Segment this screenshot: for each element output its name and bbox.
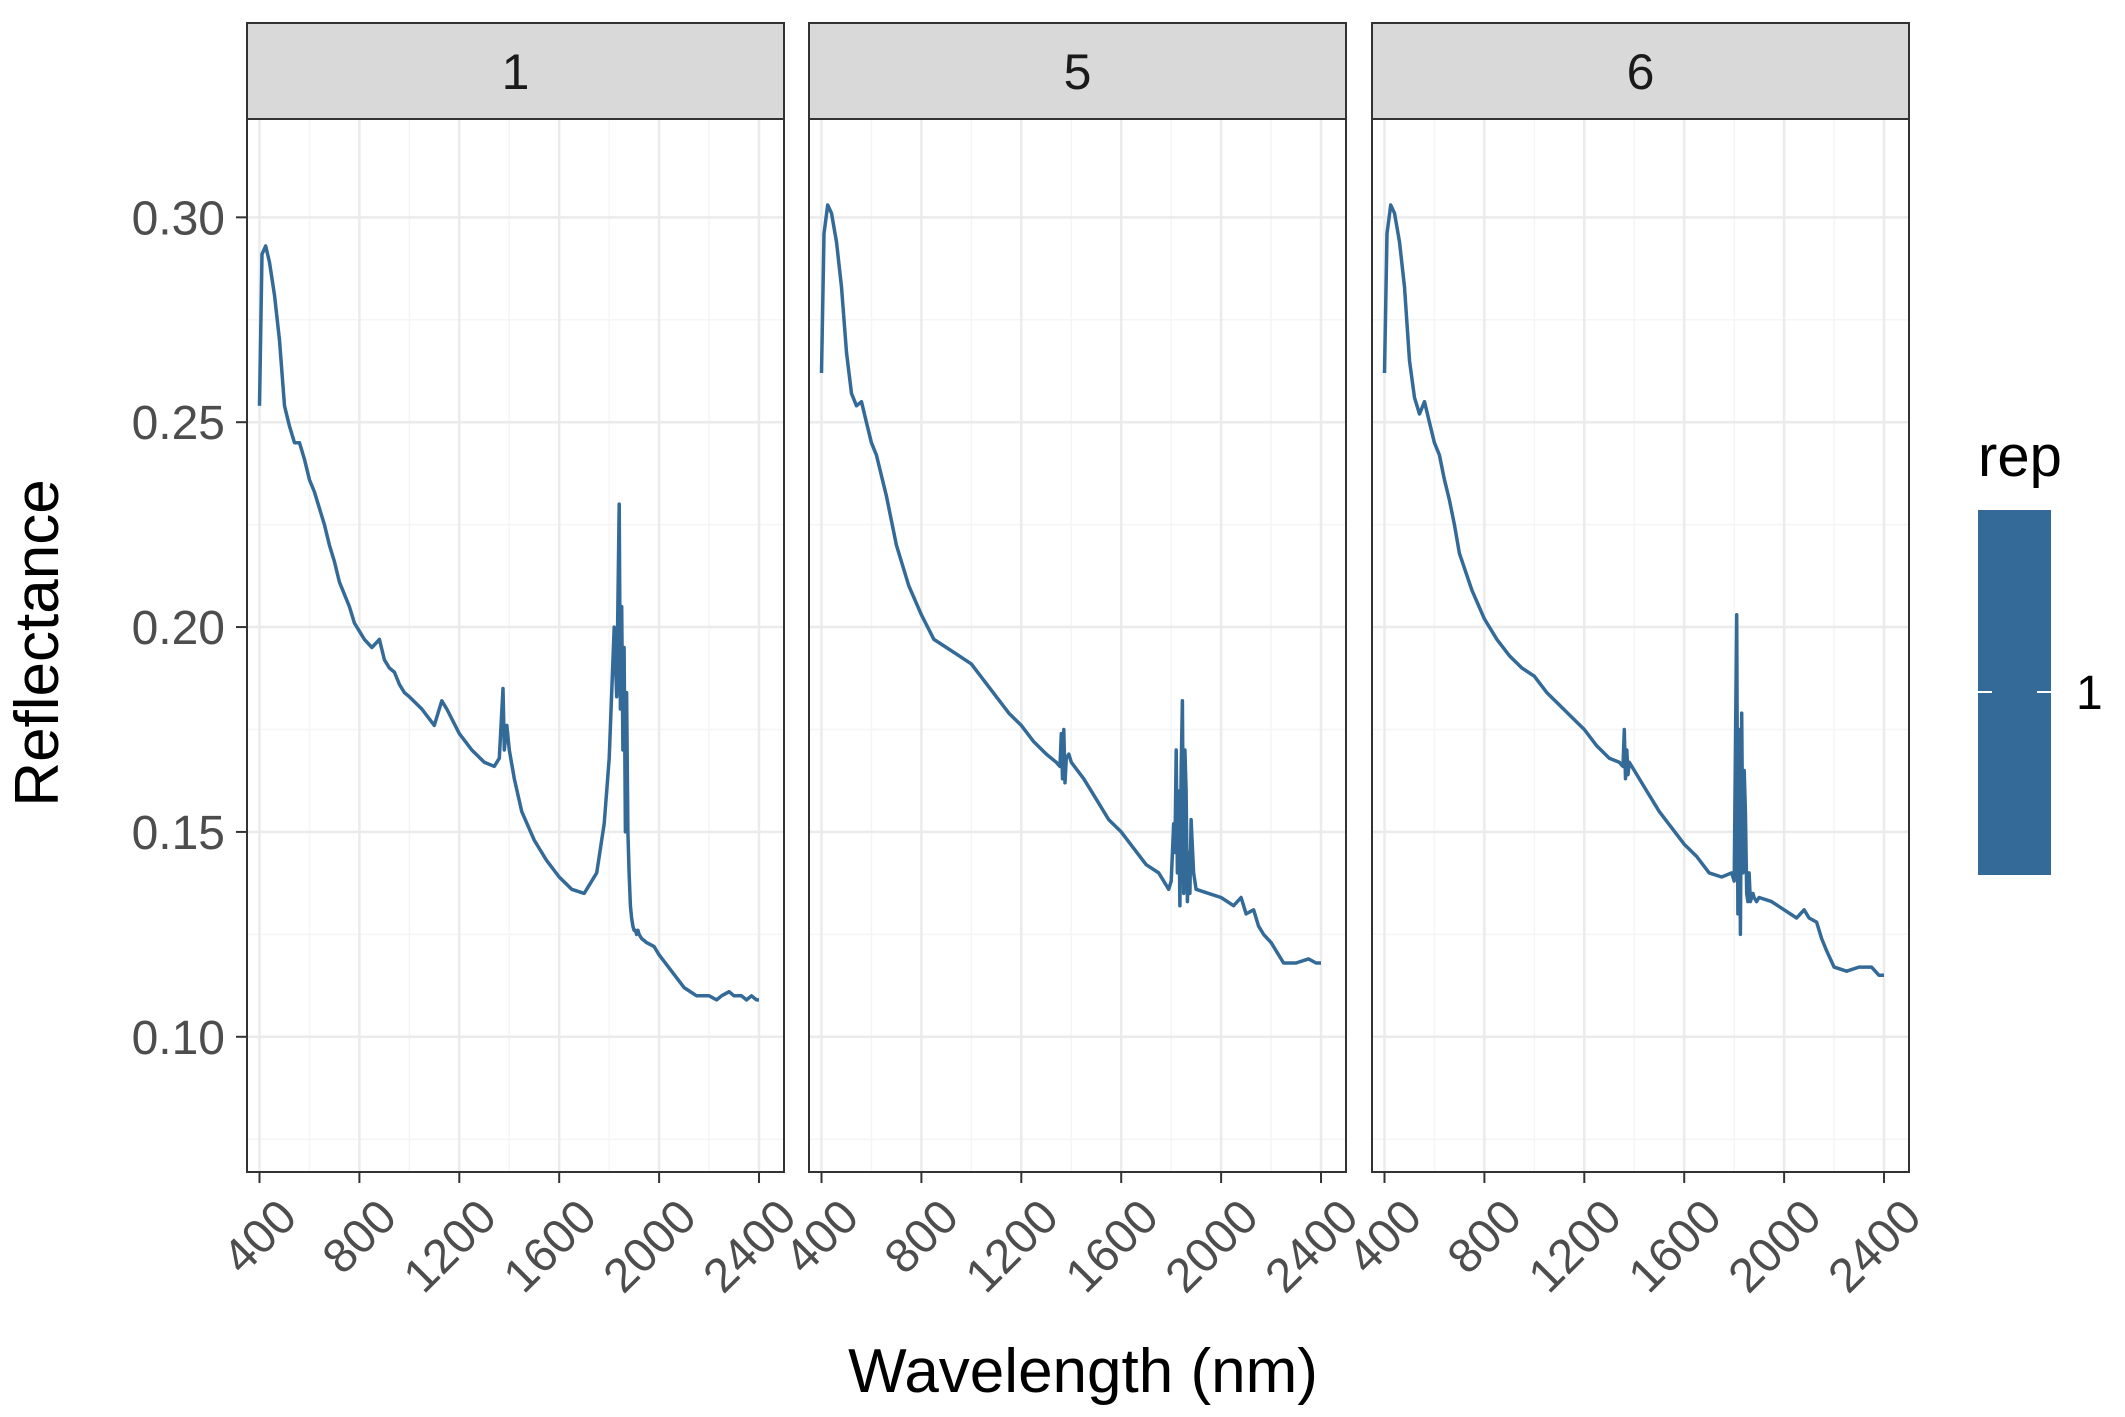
panel-border	[1371, 118, 1910, 1173]
x-tick-label: 800	[313, 1190, 407, 1284]
series-line-rep-1	[1382, 203, 1884, 978]
x-tick-label: 800	[875, 1190, 969, 1284]
x-tick-label: 1600	[494, 1190, 607, 1303]
x-tick-label: 1600	[1056, 1190, 1169, 1303]
series-line-rep-1	[819, 203, 1321, 965]
facet-strip	[246, 22, 785, 120]
legend-entry-label: 1	[2076, 667, 2103, 720]
x-tick-label: 2000	[594, 1190, 707, 1303]
x-tick-label: 1200	[956, 1190, 1069, 1303]
panel-border	[246, 118, 785, 1173]
facet-strip-label: 1	[502, 44, 530, 100]
y-axis-title: Reflectance	[3, 479, 72, 806]
facet-strip	[1371, 22, 1910, 120]
panel-border	[808, 118, 1347, 1173]
series-line-rep-1	[257, 244, 759, 1002]
y-tick-label: 0.25	[132, 397, 225, 450]
x-tick-label: 1200	[1519, 1190, 1632, 1303]
facet-strip	[808, 22, 1347, 120]
y-tick-label: 0.15	[132, 807, 225, 860]
x-tick-label: 2400	[1819, 1190, 1932, 1303]
facet-strip-label: 6	[1627, 44, 1655, 100]
x-axis-title: Wavelength (nm)	[848, 1337, 1318, 1406]
x-tick-label: 1600	[1619, 1190, 1732, 1303]
x-tick-label: 800	[1438, 1190, 1532, 1284]
y-axis: 0.10 0.15 0.20 0.25 0.30	[132, 192, 247, 1065]
x-tick-label: 400	[775, 1190, 869, 1284]
y-tick-label: 0.10	[132, 1012, 225, 1065]
x-tick-label: 400	[213, 1190, 307, 1284]
y-tick-label: 0.30	[132, 192, 225, 245]
x-tick-label: 2000	[1156, 1190, 1269, 1303]
x-tick-label: 400	[1338, 1190, 1432, 1284]
facet-strip-label: 5	[1064, 44, 1092, 100]
legend: rep 1	[1978, 424, 2103, 875]
x-tick-label: 1200	[394, 1190, 507, 1303]
legend-title: rep	[1978, 424, 2062, 489]
x-tick-label: 2000	[1719, 1190, 1832, 1303]
y-tick-label: 0.20	[132, 602, 225, 655]
